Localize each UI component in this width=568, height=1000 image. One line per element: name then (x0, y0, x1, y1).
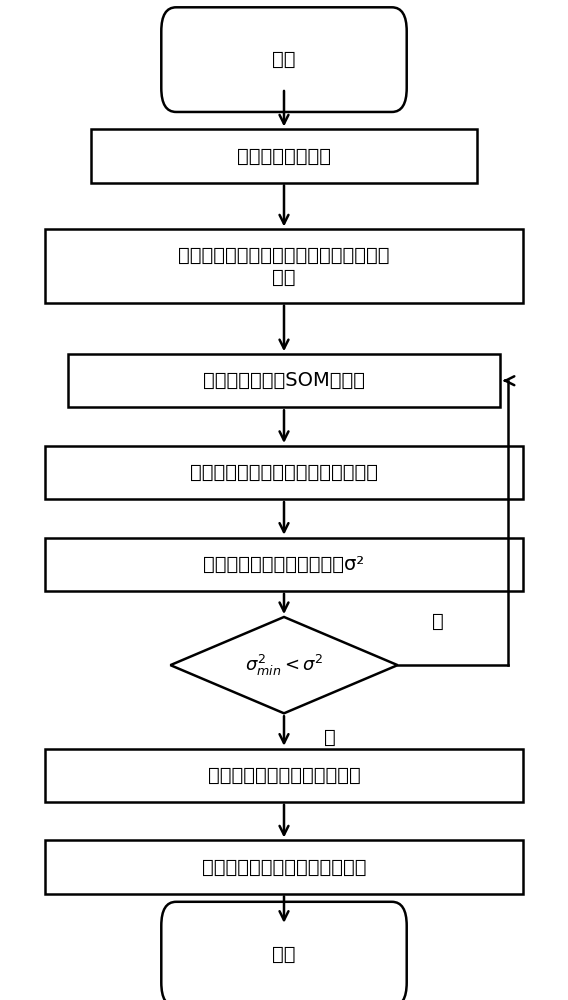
Text: 是: 是 (432, 612, 444, 631)
Text: 网络训练完成，输入测试样本: 网络训练完成，输入测试样本 (208, 766, 360, 785)
Text: 调整权值，计算中领域函数σ²: 调整权值，计算中领域函数σ² (203, 555, 365, 574)
Text: 特征矢量输入到SOM网络中: 特征矢量输入到SOM网络中 (203, 371, 365, 390)
Bar (45, 749, 523, 802)
Text: 利用集合经验模式分解提取振动信号特征
矢量: 利用集合经验模式分解提取振动信号特征 矢量 (178, 246, 390, 287)
FancyBboxPatch shape (161, 902, 407, 1000)
Bar (91, 129, 477, 183)
Bar (45, 840, 523, 894)
Text: $\sigma^2_{min} < \sigma^2$: $\sigma^2_{min} < \sigma^2$ (245, 653, 323, 678)
Bar (45, 446, 523, 499)
Text: 开始: 开始 (272, 50, 296, 69)
Text: 输出测试样本的变压器故障类型: 输出测试样本的变压器故障类型 (202, 857, 366, 876)
FancyBboxPatch shape (161, 7, 407, 112)
Bar (68, 354, 500, 407)
Text: 试验采集样本数据: 试验采集样本数据 (237, 146, 331, 165)
Text: 计算映射层的权值和输入向量的距离: 计算映射层的权值和输入向量的距离 (190, 463, 378, 482)
Bar (45, 538, 523, 591)
Polygon shape (170, 617, 398, 713)
Text: 结束: 结束 (272, 945, 296, 964)
Bar (45, 229, 523, 303)
Text: 否: 否 (324, 728, 336, 747)
